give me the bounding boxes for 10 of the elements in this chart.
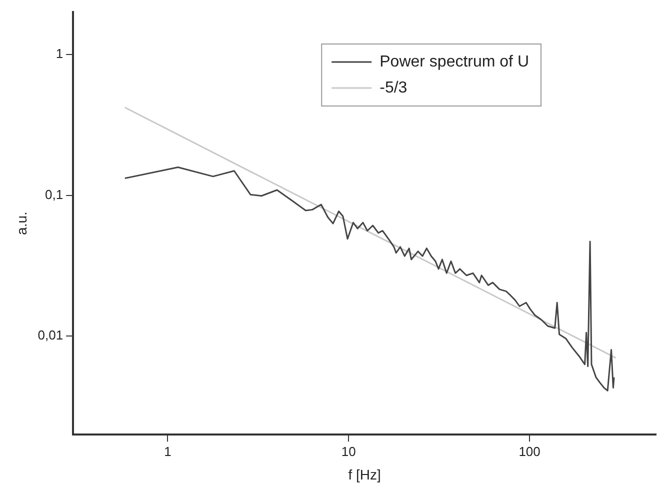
y-tick-label: 0,1 [45, 186, 64, 202]
y-tick-label: 0,01 [38, 328, 64, 343]
legend-label: -5/3 [380, 79, 408, 96]
y-axis-title: a.u. [13, 212, 30, 235]
legend-label: Power spectrum of U [380, 53, 530, 70]
x-tick-label: 100 [518, 444, 540, 459]
x-tick-label: 1 [164, 444, 172, 459]
x-tick-label: 10 [341, 444, 356, 459]
x-axis-title: f [Hz] [348, 466, 381, 482]
y-tick-label: 1 [56, 46, 64, 61]
